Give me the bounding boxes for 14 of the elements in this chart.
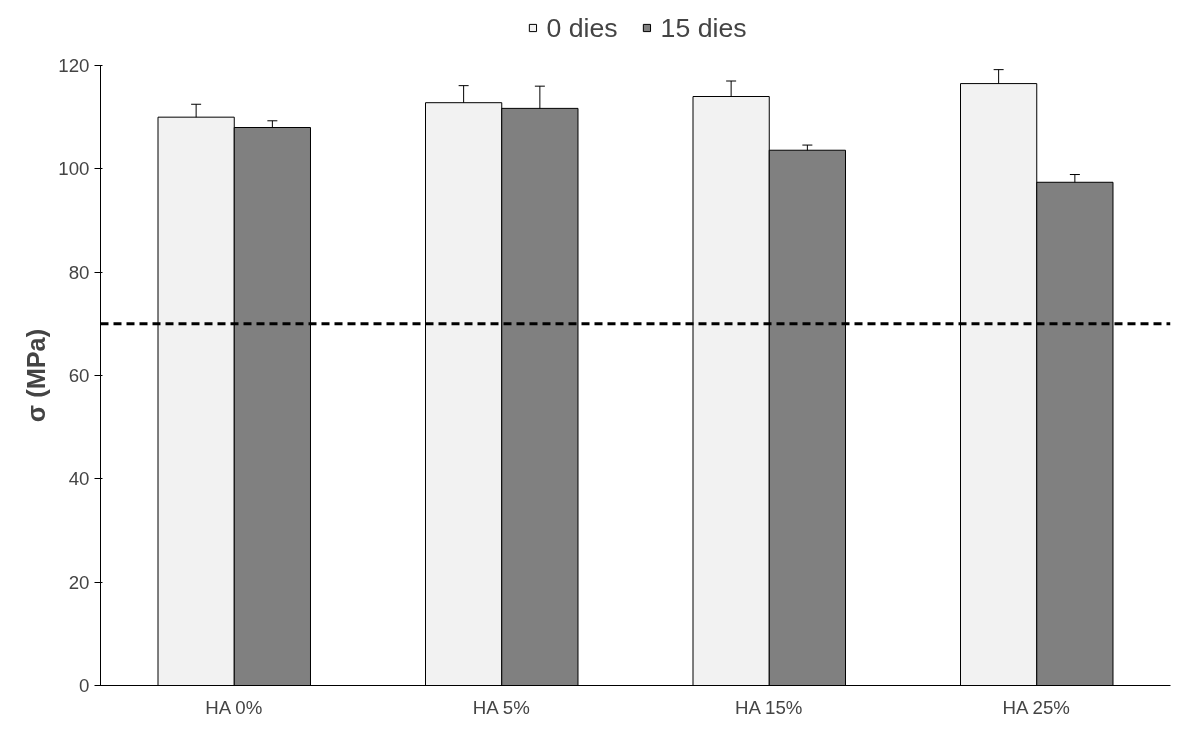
y-tick-label: 100 xyxy=(58,158,90,180)
y-tick-label: 20 xyxy=(68,571,90,593)
legend-label: 0 dies xyxy=(546,12,618,43)
y-tick-label: 60 xyxy=(68,365,90,386)
y-tick-label: 0 xyxy=(79,675,90,696)
x-tick-label: HA 15% xyxy=(735,696,803,718)
x-tick-label: HA 0% xyxy=(205,696,263,718)
x-tick-label: HA 5% xyxy=(472,696,530,718)
x-tick-label: HA 25% xyxy=(1002,696,1070,718)
legend-label: 15 dies xyxy=(660,12,747,43)
y-tick-label: 40 xyxy=(68,468,90,490)
y-axis-title: σ (MPa) xyxy=(22,328,51,423)
y-tick-label: 80 xyxy=(68,261,90,283)
y-tick-label: 120 xyxy=(58,55,90,76)
